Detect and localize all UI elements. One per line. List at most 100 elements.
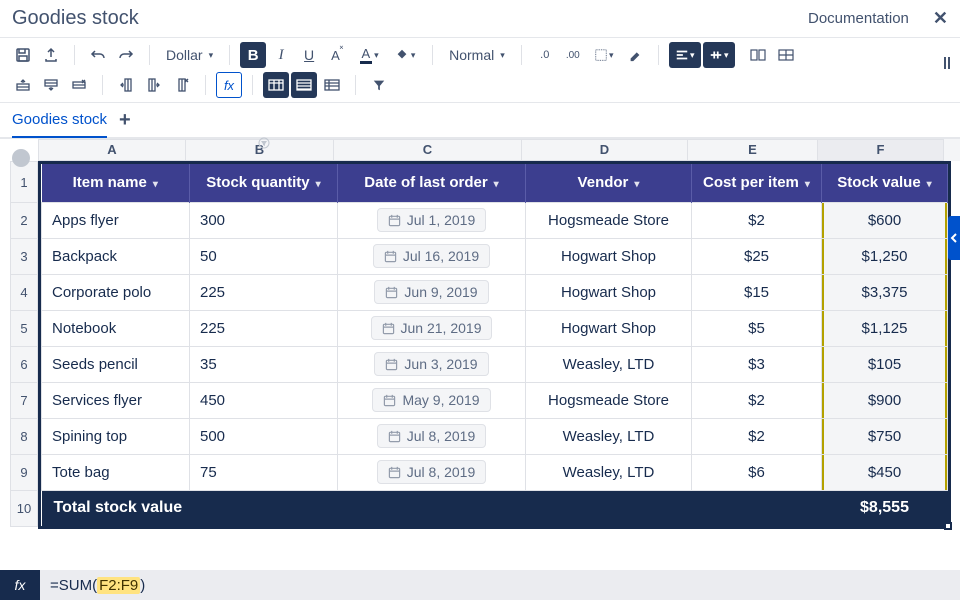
bold-icon[interactable]: B xyxy=(240,42,266,68)
cell-value[interactable]: $750 xyxy=(822,418,948,454)
cell-item[interactable]: Tote bag xyxy=(42,454,190,490)
cell-cost[interactable]: $25 xyxy=(692,238,822,274)
cell-vendor[interactable]: Hogsmeade Store xyxy=(526,202,692,238)
insert-row-above-icon[interactable] xyxy=(10,72,36,98)
cell-value[interactable]: $900 xyxy=(822,382,948,418)
italic-icon[interactable]: I xyxy=(268,42,294,68)
cell-qty[interactable]: 225 xyxy=(190,274,338,310)
header-cell[interactable]: Vendor▾ xyxy=(526,164,692,202)
col-header-E[interactable]: E xyxy=(688,139,818,161)
underline-icon[interactable]: U xyxy=(296,42,322,68)
cell-item[interactable]: Backpack xyxy=(42,238,190,274)
formula-input[interactable]: =SUM( F2:F9 ) xyxy=(40,577,155,594)
cell-cost[interactable]: $6 xyxy=(692,454,822,490)
add-sheet-icon[interactable]: + xyxy=(119,109,131,132)
delete-col-icon[interactable] xyxy=(169,72,195,98)
insert-col-left-icon[interactable] xyxy=(113,72,139,98)
table-alt-icon[interactable] xyxy=(291,72,317,98)
cell-item[interactable]: Seeds pencil xyxy=(42,346,190,382)
row-header[interactable]: 1 xyxy=(10,161,38,203)
delete-row-icon[interactable] xyxy=(66,72,92,98)
col-header-A[interactable]: A xyxy=(38,139,186,161)
cell-date[interactable]: Jun 21, 2019 xyxy=(338,310,526,346)
cell-value[interactable]: $105 xyxy=(822,346,948,382)
col-header-F[interactable]: F xyxy=(818,139,944,161)
cell-date[interactable]: Jul 8, 2019 xyxy=(338,418,526,454)
row-header[interactable]: 6 xyxy=(10,347,38,383)
cell-qty[interactable]: 35 xyxy=(190,346,338,382)
fill-color-icon[interactable]: ▾ xyxy=(388,42,422,68)
row-header[interactable]: 8 xyxy=(10,419,38,455)
cell-item[interactable]: Notebook xyxy=(42,310,190,346)
cell-item[interactable]: Corporate polo xyxy=(42,274,190,310)
cell-date[interactable]: Jul 8, 2019 xyxy=(338,454,526,490)
fx-icon[interactable]: fx xyxy=(216,72,242,98)
selection-handle[interactable] xyxy=(944,522,952,530)
insert-row-below-icon[interactable] xyxy=(38,72,64,98)
cell-value[interactable]: $600 xyxy=(822,202,948,238)
cell-vendor[interactable]: Hogwart Shop xyxy=(526,310,692,346)
col-header-D[interactable]: D xyxy=(522,139,688,161)
cell-cost[interactable]: $3 xyxy=(692,346,822,382)
cell-date[interactable]: Jun 3, 2019 xyxy=(338,346,526,382)
cell-date[interactable]: May 9, 2019 xyxy=(338,382,526,418)
cell-value[interactable]: $1,250 xyxy=(822,238,948,274)
merge-icon[interactable] xyxy=(745,42,771,68)
align-middle-icon[interactable]: ▾ xyxy=(703,42,735,68)
cell-value[interactable]: $450 xyxy=(822,454,948,490)
cell-cost[interactable]: $15 xyxy=(692,274,822,310)
cell-value[interactable]: $3,375 xyxy=(822,274,948,310)
save-icon[interactable] xyxy=(10,42,36,68)
cell-qty[interactable]: 300 xyxy=(190,202,338,238)
cell-qty[interactable]: 500 xyxy=(190,418,338,454)
row-header[interactable]: 2 xyxy=(10,203,38,239)
row-header[interactable]: 5 xyxy=(10,311,38,347)
decimal-inc-icon[interactable]: .00 xyxy=(560,42,586,68)
side-panel-toggle[interactable] xyxy=(948,216,960,260)
header-cell[interactable]: Item name▾ xyxy=(42,164,190,202)
cell-vendor[interactable]: Weasley, LTD xyxy=(526,346,692,382)
header-cell[interactable]: Stock value▾ xyxy=(822,164,948,202)
filter-icon[interactable] xyxy=(366,72,392,98)
cell-cost[interactable]: $5 xyxy=(692,310,822,346)
strike-icon[interactable]: A˟ xyxy=(324,42,350,68)
cell-style-dropdown[interactable]: Normal▾ xyxy=(443,42,511,68)
cell-vendor[interactable]: Hogwart Shop xyxy=(526,238,692,274)
cell-item[interactable]: Services flyer xyxy=(42,382,190,418)
number-format-dropdown[interactable]: Dollar▾ xyxy=(160,42,219,68)
text-color-icon[interactable]: A▾ xyxy=(352,42,386,68)
cell-vendor[interactable]: Hogwart Shop xyxy=(526,274,692,310)
documentation-link[interactable]: Documentation xyxy=(808,10,909,27)
cell-vendor[interactable]: Hogsmeade Store xyxy=(526,382,692,418)
cell-value[interactable]: $1,125 xyxy=(822,310,948,346)
row-header[interactable]: 10 xyxy=(10,491,38,527)
header-cell[interactable]: Stock quantity▾ xyxy=(190,164,338,202)
col-header-C[interactable]: C xyxy=(334,139,522,161)
sheet-tab-active[interactable]: Goodies stock xyxy=(12,102,107,138)
cell-date[interactable]: Jul 16, 2019 xyxy=(338,238,526,274)
cell-item[interactable]: Spining top xyxy=(42,418,190,454)
grid-icon[interactable] xyxy=(773,42,799,68)
cell-qty[interactable]: 450 xyxy=(190,382,338,418)
header-cell[interactable]: Cost per item▾ xyxy=(692,164,822,202)
row-header[interactable]: 4 xyxy=(10,275,38,311)
close-icon[interactable]: ✕ xyxy=(933,8,948,29)
cell-cost[interactable]: $2 xyxy=(692,382,822,418)
undo-icon[interactable] xyxy=(85,42,111,68)
cell-date[interactable]: Jul 1, 2019 xyxy=(338,202,526,238)
list-icon[interactable] xyxy=(319,72,345,98)
cell-date[interactable]: Jun 9, 2019 xyxy=(338,274,526,310)
redo-icon[interactable] xyxy=(113,42,139,68)
select-all-corner[interactable] xyxy=(12,149,30,167)
cell-qty[interactable]: 75 xyxy=(190,454,338,490)
row-header[interactable]: 7 xyxy=(10,383,38,419)
cell-cost[interactable]: $2 xyxy=(692,202,822,238)
align-left-icon[interactable]: ▾ xyxy=(669,42,701,68)
cell-vendor[interactable]: Weasley, LTD xyxy=(526,418,692,454)
export-icon[interactable] xyxy=(38,42,64,68)
cell-item[interactable]: Apps flyer xyxy=(42,202,190,238)
clear-format-icon[interactable] xyxy=(622,42,648,68)
cell-vendor[interactable]: Weasley, LTD xyxy=(526,454,692,490)
toolbar-overflow-icon[interactable] xyxy=(940,50,954,76)
row-header[interactable]: 3 xyxy=(10,239,38,275)
